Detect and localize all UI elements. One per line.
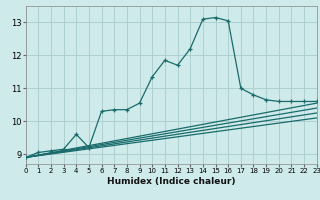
X-axis label: Humidex (Indice chaleur): Humidex (Indice chaleur) bbox=[107, 177, 236, 186]
